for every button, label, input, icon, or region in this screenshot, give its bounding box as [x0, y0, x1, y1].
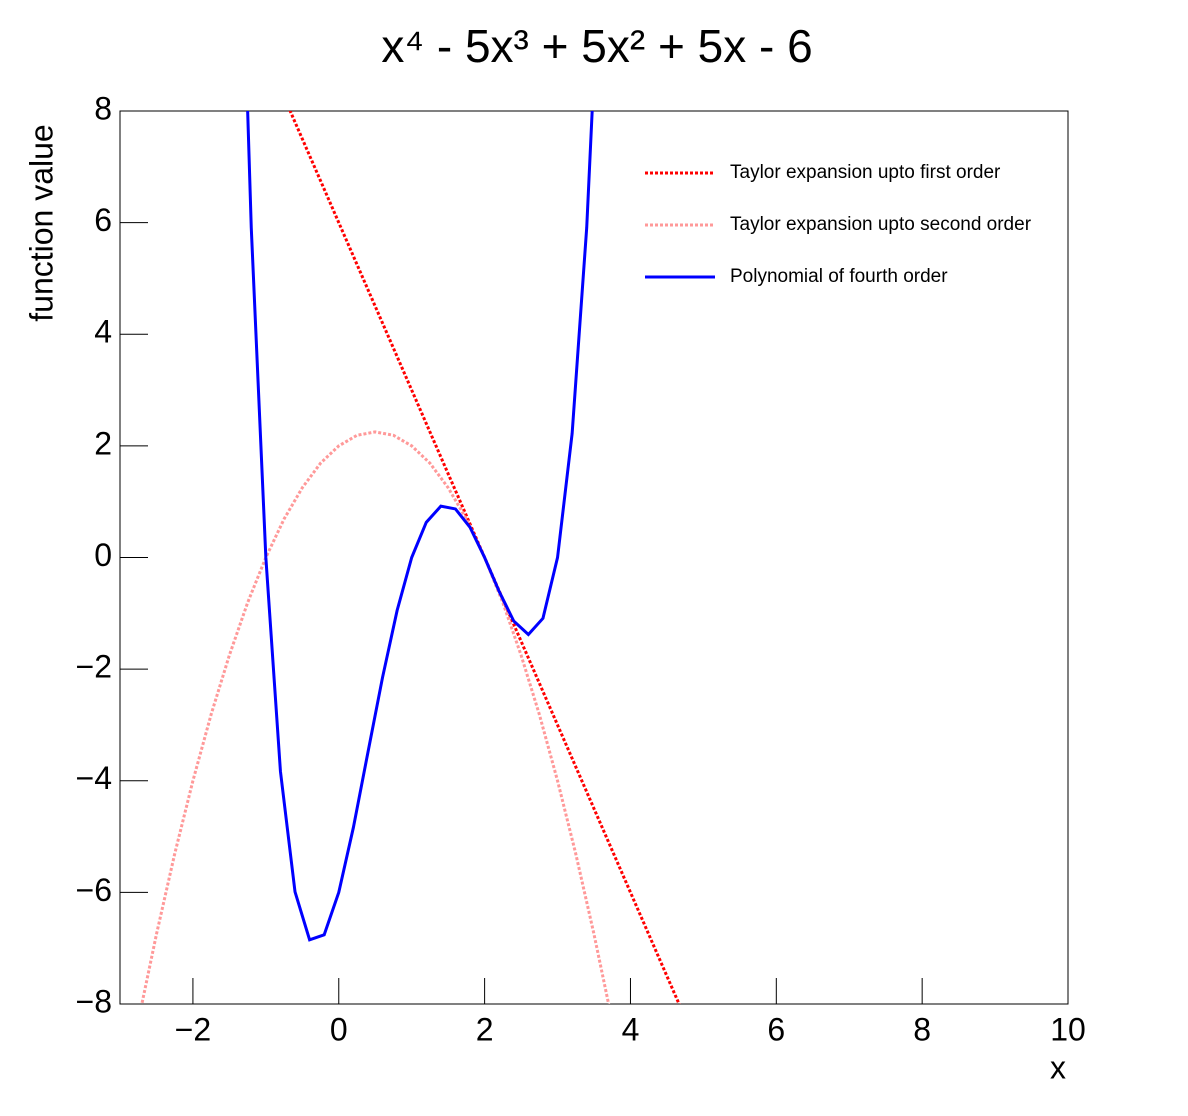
x-tick-label: 2	[476, 1011, 494, 1047]
legend-label: Taylor expansion upto second order	[730, 214, 1032, 235]
y-axis-label: function value	[23, 124, 59, 321]
x-tick-label: −2	[175, 1011, 211, 1047]
y-tick-label: −4	[76, 760, 112, 796]
chart-title: x⁴ - 5x³ + 5x² + 5x - 6	[381, 20, 812, 72]
y-tick-label: 6	[94, 202, 112, 238]
legend-label: Taylor expansion upto first order	[730, 162, 1001, 183]
legend-label: Polynomial of fourth order	[730, 266, 948, 287]
y-tick-label: −8	[76, 983, 112, 1019]
x-tick-label: 6	[767, 1011, 785, 1047]
y-tick-label: −2	[76, 649, 112, 685]
plot-frame	[119, 110, 1069, 1005]
x-tick-label: 10	[1050, 1011, 1086, 1047]
y-tick-label: −6	[76, 872, 112, 908]
y-tick-label: 2	[94, 425, 112, 461]
x-axis-label: x	[1050, 1049, 1066, 1085]
y-tick-label: 4	[94, 314, 112, 350]
plot-area	[140, 111, 681, 1004]
y-tick-label: 8	[94, 90, 112, 126]
series-line	[140, 430, 611, 1004]
x-tick-label: 4	[622, 1011, 640, 1047]
series-line	[246, 111, 594, 942]
y-tick-label: 0	[94, 537, 112, 573]
x-tick-label: 8	[913, 1011, 931, 1047]
x-tick-label: 0	[330, 1011, 348, 1047]
